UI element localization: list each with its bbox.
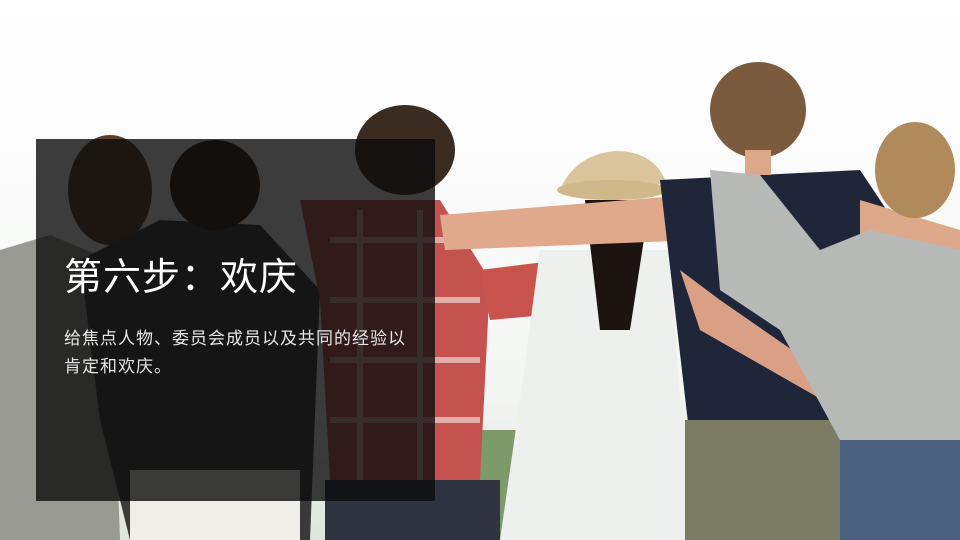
- slide-body-text: 给焦点人物、委员会成员以及共同的经验以肯定和欢庆。: [64, 329, 406, 377]
- text-overlay-panel: 第六步：欢庆 给焦点人物、委员会成员以及共同的经验以肯定和欢庆。: [36, 139, 435, 501]
- slide-title: 第六步：欢庆: [64, 255, 299, 299]
